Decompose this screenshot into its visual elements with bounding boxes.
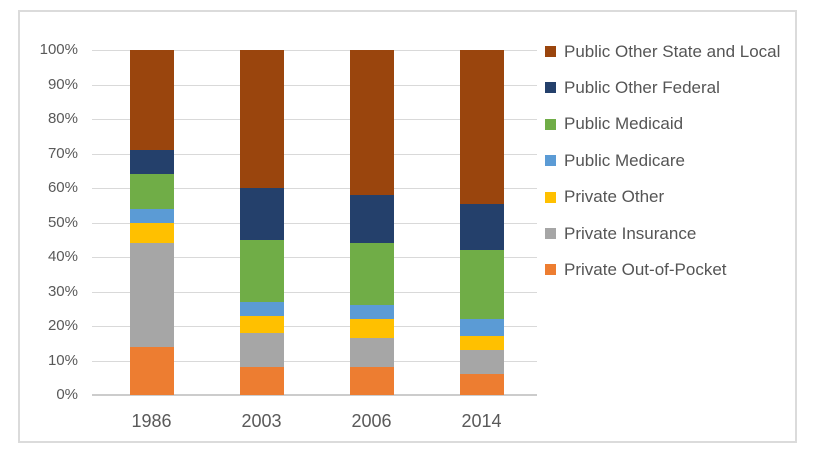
legend-swatch-icon xyxy=(545,191,556,203)
bar-segment xyxy=(239,239,284,302)
stacked-bar-2003 xyxy=(239,50,284,395)
legend-label: Public Other Federal xyxy=(564,77,720,97)
legend-swatch-icon xyxy=(545,46,556,57)
bar-segment xyxy=(349,194,394,244)
x-tick-label: 2006 xyxy=(351,411,392,431)
bar-segment xyxy=(349,367,394,395)
bar-segment xyxy=(459,374,504,395)
bar-segment xyxy=(459,350,504,375)
y-tick-label: 50% xyxy=(47,213,78,231)
legend-swatch-icon xyxy=(545,228,556,239)
stacked-bar-2006 xyxy=(349,50,394,395)
legend-item: Public Other State and Local xyxy=(545,41,780,63)
y-gridline xyxy=(92,291,537,293)
bar-segment xyxy=(239,315,284,333)
legend-swatch-icon xyxy=(545,82,556,94)
y-gridline xyxy=(92,360,537,362)
legend-item: Public Medicaid xyxy=(545,113,683,135)
bar-segment xyxy=(239,332,284,368)
y-tick-label: 60% xyxy=(47,179,78,196)
legend-item: Private Insurance xyxy=(545,223,696,245)
legend-label: Public Other State and Local xyxy=(564,41,781,61)
bar-segment xyxy=(459,250,504,320)
bar-segment xyxy=(349,243,394,306)
bar-segment xyxy=(129,346,174,395)
y-tick-label: 10% xyxy=(47,351,78,369)
bar-segment xyxy=(349,305,394,320)
legend-label: Private Out-of-Pocket xyxy=(564,259,727,279)
bar-segment xyxy=(129,174,174,209)
y-gridline xyxy=(92,50,537,51)
y-tick-label: 80% xyxy=(47,110,78,127)
legend-label: Private Insurance xyxy=(564,223,697,243)
legend-label: Public Medicare xyxy=(564,150,685,170)
bar-segment xyxy=(129,50,174,151)
legend-label: Public Medicaid xyxy=(564,114,684,134)
y-tick-label: 90% xyxy=(47,75,78,93)
legend-label: Private Other xyxy=(564,187,665,207)
bar-segment xyxy=(239,50,284,188)
bar-segment xyxy=(129,243,174,347)
bar-segment xyxy=(239,188,284,240)
x-axis-line xyxy=(92,394,537,396)
bar-segment xyxy=(349,50,394,195)
bar-segment xyxy=(239,301,284,316)
x-tick-label: 1986 xyxy=(131,411,172,431)
bar-segment xyxy=(459,50,504,204)
y-tick-label: 30% xyxy=(47,282,78,300)
y-tick-label: 0% xyxy=(56,386,78,403)
chart-frame: 0% 10% 20% 30% 40% 50% 60% 70% 80% 90% 100% 1986 20… xyxy=(18,10,797,443)
bar-segment xyxy=(129,150,174,175)
y-gridline xyxy=(92,326,537,327)
stacked-bar-1986 xyxy=(129,50,174,395)
y-gridline xyxy=(92,222,537,224)
bar-segment xyxy=(239,367,284,395)
x-tick-label: 2014 xyxy=(461,411,502,431)
y-gridline xyxy=(92,119,537,120)
stacked-bar-2014 xyxy=(459,50,504,395)
bar-segment xyxy=(129,222,174,244)
bar-segment xyxy=(349,319,394,339)
y-gridline xyxy=(92,84,537,86)
legend-item: Private Other xyxy=(545,186,664,208)
y-tick-label: 20% xyxy=(47,317,78,334)
bar-segment xyxy=(459,319,504,337)
y-tick-label: 40% xyxy=(47,248,78,265)
legend-item: Private Out-of-Pocket xyxy=(545,259,727,281)
y-tick-label: 70% xyxy=(47,144,78,162)
bar-segment xyxy=(129,208,174,223)
bar-segment xyxy=(459,336,504,351)
bar-segment xyxy=(459,203,504,251)
x-tick-label: 2003 xyxy=(241,411,282,431)
legend-item: Public Medicare xyxy=(545,150,685,172)
bar-segment xyxy=(349,338,394,368)
legend-swatch-icon xyxy=(545,155,556,167)
y-tick-label: 100% xyxy=(39,41,78,58)
legend-swatch-icon xyxy=(545,264,556,276)
y-gridline xyxy=(92,257,537,258)
legend-swatch-icon xyxy=(545,118,556,130)
legend-item: Public Other Federal xyxy=(545,77,720,99)
y-gridline xyxy=(92,153,537,155)
y-gridline xyxy=(92,188,537,189)
